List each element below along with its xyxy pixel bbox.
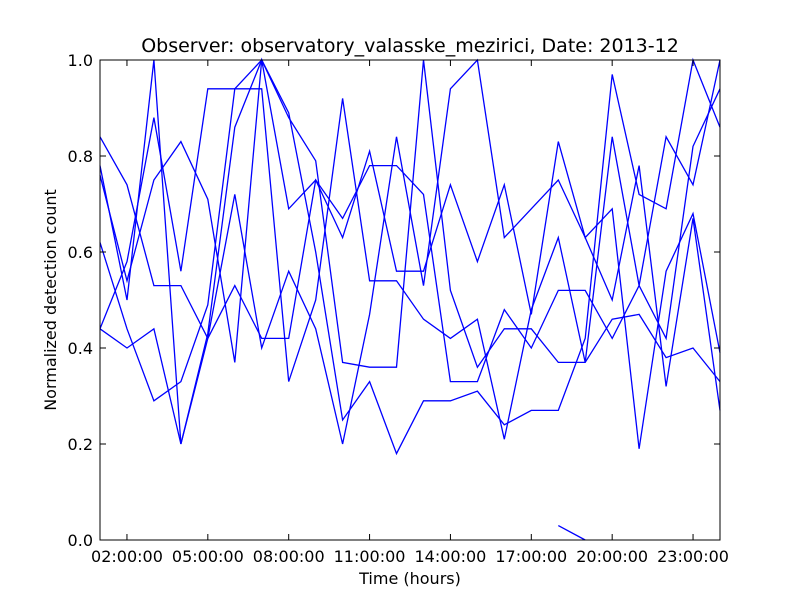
y-tick-label-5: 0.8: [68, 147, 93, 166]
series-line-7: [557, 525, 586, 541]
x-tick-label-3: 08:00:00: [253, 547, 325, 566]
y-tick-label-1: 0.0: [68, 531, 93, 550]
series-line-6: [99, 57, 721, 383]
series-lines: [99, 57, 721, 541]
chart-title: Observer: observatory_valasske_mezirici,…: [141, 35, 679, 57]
x-tick-label-8: 23:00:00: [657, 547, 729, 566]
x-tick-label-2: 05:00:00: [172, 547, 244, 566]
x-axis: 02:00:00 05:00:00 08:00:00 11:00:00 14:00:00…: [91, 60, 729, 566]
plot-frame: [99, 59, 721, 541]
x-tick-label-7: 20:00:00: [576, 547, 648, 566]
series-line-2: [99, 59, 721, 440]
series-line-5: [99, 57, 721, 456]
x-axis-label: Time (hours): [358, 569, 461, 588]
y-tick-label-6: 1.0: [68, 51, 93, 70]
y-tick-label-3: 0.4: [68, 339, 93, 358]
series-line-3: [99, 58, 721, 449]
y-tick-label-2: 0.2: [68, 435, 93, 454]
y-axis-label: Normalized detection count: [41, 189, 60, 411]
y-axis: 0.0 0.2 0.4 0.6 0.8 1.0: [68, 51, 720, 550]
x-tick-label-5: 14:00:00: [415, 547, 487, 566]
x-tick-label-6: 17:00:00: [495, 547, 567, 566]
y-tick-label-4: 0.6: [68, 243, 93, 262]
x-tick-label-1: 02:00:00: [91, 547, 163, 566]
x-tick-label-4: 11:00:00: [334, 547, 406, 566]
series-line-1: [99, 88, 721, 383]
